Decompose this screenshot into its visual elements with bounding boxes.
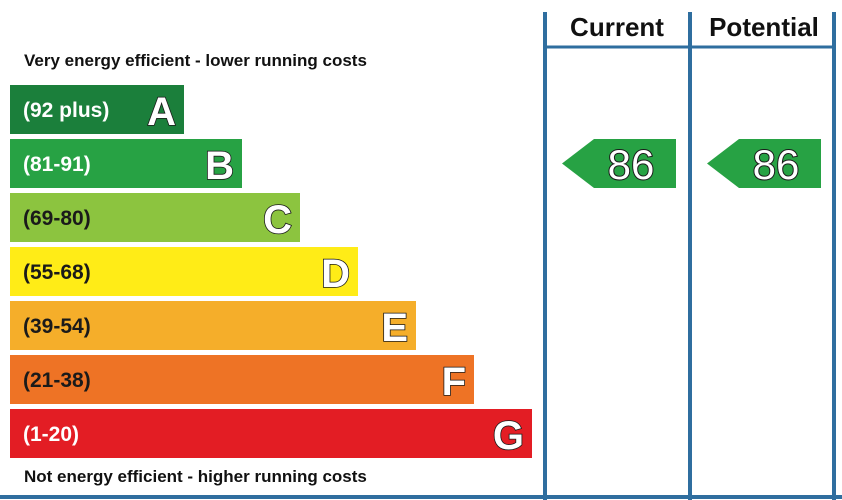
rating-arrows: 86 86 bbox=[562, 139, 821, 189]
current-rating-arrow: 86 bbox=[562, 139, 676, 189]
band-range-label: (39-54) bbox=[23, 315, 91, 338]
band-range-label: (21-38) bbox=[23, 369, 91, 392]
band-f: (21-38) F bbox=[10, 355, 474, 405]
band-bar bbox=[10, 193, 300, 242]
chart-frame bbox=[0, 12, 842, 500]
band-letter: G bbox=[493, 414, 524, 458]
rating-bands: (92 plus) A (81-91) B (69-80) C (55-68) D (39-54… bbox=[10, 85, 532, 459]
top-caption: Very energy efficient - lower running co… bbox=[24, 51, 367, 70]
potential-rating-value: 86 bbox=[753, 141, 800, 188]
band-letter: C bbox=[263, 198, 292, 242]
band-letter: B bbox=[205, 144, 234, 188]
current-column-header: Current bbox=[570, 12, 664, 42]
band-a: (92 plus) A bbox=[10, 85, 184, 135]
band-range-label: (92 plus) bbox=[23, 99, 109, 122]
rating-arrow-shape bbox=[562, 139, 676, 188]
band-bar bbox=[10, 355, 474, 404]
band-range-label: (55-68) bbox=[23, 261, 91, 284]
band-letter: E bbox=[381, 306, 408, 350]
band-bar bbox=[10, 139, 242, 188]
band-bar bbox=[10, 301, 416, 350]
band-range-label: (69-80) bbox=[23, 207, 91, 230]
potential-column-header: Potential bbox=[709, 12, 819, 42]
band-c: (69-80) C bbox=[10, 193, 300, 243]
band-bar bbox=[10, 85, 184, 134]
current-rating-value: 86 bbox=[608, 141, 655, 188]
band-range-label: (81-91) bbox=[23, 153, 91, 176]
rating-arrow-shape bbox=[707, 139, 821, 188]
band-d: (55-68) D bbox=[10, 247, 358, 297]
band-g: (1-20) G bbox=[10, 409, 532, 459]
band-range-label: (1-20) bbox=[23, 423, 79, 446]
band-e: (39-54) E bbox=[10, 301, 416, 351]
band-letter: F bbox=[442, 360, 466, 404]
band-b: (81-91) B bbox=[10, 139, 242, 189]
band-bar bbox=[10, 409, 532, 458]
band-letter: A bbox=[147, 90, 176, 134]
potential-rating-arrow: 86 bbox=[707, 139, 821, 189]
bottom-caption: Not energy efficient - higher running co… bbox=[24, 467, 367, 486]
band-letter: D bbox=[321, 252, 350, 296]
band-bar bbox=[10, 247, 358, 296]
